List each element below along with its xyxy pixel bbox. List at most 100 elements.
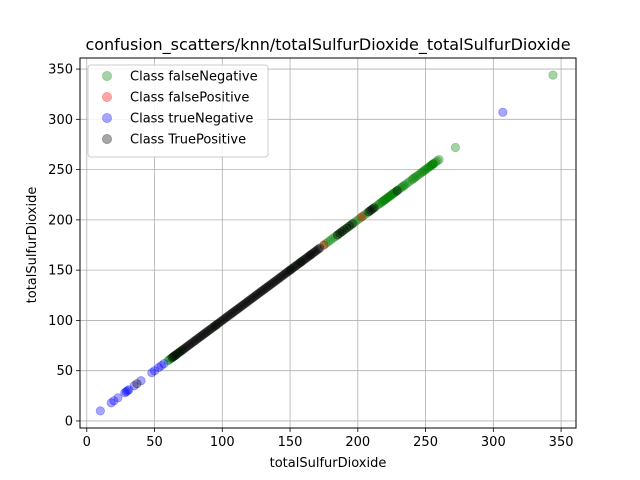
data-point bbox=[357, 212, 367, 222]
data-point bbox=[289, 262, 299, 272]
data-point bbox=[224, 310, 234, 320]
data-point bbox=[380, 195, 390, 205]
data-point bbox=[122, 386, 133, 396]
data-point bbox=[362, 208, 372, 218]
data-point bbox=[273, 274, 283, 284]
data-point bbox=[209, 321, 219, 332]
data-point bbox=[332, 230, 343, 240]
data-point bbox=[315, 243, 325, 253]
data-point bbox=[411, 172, 421, 182]
data-point bbox=[208, 322, 218, 333]
data-point bbox=[216, 316, 226, 327]
data-point bbox=[313, 244, 324, 254]
data-point bbox=[181, 342, 191, 353]
data-point bbox=[242, 297, 252, 307]
y-tick-label: 150 bbox=[48, 264, 73, 279]
data-point bbox=[413, 170, 423, 180]
data-point bbox=[337, 227, 347, 237]
data-point bbox=[328, 233, 338, 243]
data-point bbox=[236, 301, 246, 311]
data-point bbox=[389, 188, 399, 198]
data-point bbox=[299, 255, 309, 265]
data-point bbox=[280, 269, 290, 279]
data-point bbox=[353, 215, 363, 225]
legend-entry-label: Class trueNegative bbox=[130, 112, 253, 127]
x-tick-label: 0 bbox=[83, 435, 91, 450]
data-point bbox=[392, 186, 402, 196]
data-point bbox=[387, 189, 397, 200]
data-point bbox=[425, 161, 436, 171]
data-point bbox=[390, 187, 400, 197]
data-point bbox=[410, 173, 420, 183]
data-point bbox=[382, 193, 392, 204]
data-point bbox=[228, 307, 238, 317]
data-point bbox=[391, 187, 401, 197]
x-axis-label: totalSulfurDioxide bbox=[270, 456, 387, 471]
data-point bbox=[201, 327, 211, 338]
data-point bbox=[385, 191, 395, 201]
data-point bbox=[247, 293, 257, 303]
data-point bbox=[173, 348, 183, 358]
data-point bbox=[255, 287, 265, 297]
data-point bbox=[274, 273, 284, 283]
data-point bbox=[371, 201, 381, 212]
data-point bbox=[304, 251, 314, 261]
data-point bbox=[377, 197, 387, 207]
data-point bbox=[428, 159, 438, 169]
data-point bbox=[374, 199, 385, 209]
chart-title: confusion_scatters/knn/totalSulfurDioxid… bbox=[85, 35, 570, 55]
data-point bbox=[285, 265, 295, 275]
data-point bbox=[167, 353, 177, 363]
data-point bbox=[212, 319, 222, 330]
data-point bbox=[121, 387, 131, 397]
data-point bbox=[185, 339, 195, 350]
data-point bbox=[261, 283, 271, 293]
data-point bbox=[189, 336, 199, 347]
data-point bbox=[418, 167, 428, 177]
data-point bbox=[422, 163, 432, 174]
y-axis-label: totalSulfurDioxide bbox=[25, 187, 40, 304]
data-point bbox=[300, 254, 310, 264]
data-point bbox=[95, 406, 105, 416]
data-point bbox=[407, 175, 417, 185]
data-point bbox=[427, 159, 437, 170]
data-point bbox=[397, 182, 408, 192]
data-point bbox=[369, 203, 379, 213]
data-point bbox=[205, 324, 215, 335]
data-point bbox=[265, 280, 275, 290]
data-point bbox=[186, 338, 196, 349]
data-point bbox=[232, 304, 242, 314]
data-point bbox=[132, 379, 142, 389]
x-tick-label: 150 bbox=[278, 435, 303, 450]
data-point bbox=[429, 158, 439, 169]
data-point bbox=[386, 190, 396, 200]
series-class-falsepositive bbox=[319, 212, 367, 250]
data-point bbox=[290, 261, 301, 271]
data-point bbox=[168, 352, 179, 362]
data-point bbox=[179, 343, 189, 354]
data-point bbox=[332, 230, 343, 240]
data-point bbox=[233, 303, 244, 313]
data-point bbox=[428, 159, 438, 169]
legend-entry-label: Class TruePositive bbox=[130, 133, 246, 148]
data-point bbox=[296, 257, 306, 267]
data-point bbox=[171, 350, 181, 360]
data-point bbox=[251, 290, 261, 300]
y-tick-label: 0 bbox=[65, 414, 73, 429]
data-point bbox=[113, 393, 123, 403]
data-point bbox=[378, 196, 388, 206]
data-point bbox=[194, 332, 204, 343]
data-point bbox=[335, 228, 345, 238]
data-point bbox=[408, 174, 418, 184]
data-point bbox=[219, 314, 229, 325]
data-point bbox=[337, 227, 347, 237]
data-point bbox=[346, 220, 356, 230]
data-point bbox=[345, 221, 355, 231]
data-point bbox=[312, 245, 322, 255]
data-point bbox=[419, 166, 429, 176]
data-point bbox=[256, 286, 267, 296]
y-tick-label: 100 bbox=[48, 314, 73, 329]
data-point bbox=[270, 276, 280, 286]
data-point bbox=[282, 267, 292, 277]
